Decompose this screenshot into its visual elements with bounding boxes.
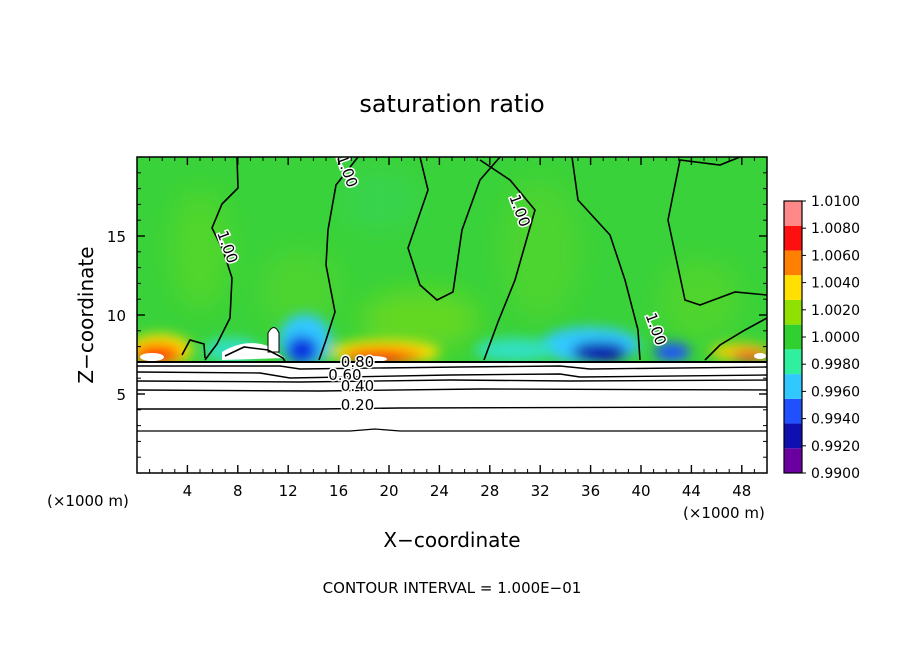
colorbar-swatch — [784, 374, 802, 399]
contours-100 — [181, 157, 767, 362]
colorbar-swatch — [784, 275, 802, 300]
colorbar-label: 1.0100 — [811, 194, 860, 210]
colorbar-label: 0.9920 — [811, 439, 860, 455]
x-axis-unit-left: (×1000 m) — [47, 492, 129, 510]
y-axis-label: Z−coordinate — [74, 246, 98, 383]
colorbar-swatch — [784, 225, 802, 251]
x-tick-label: 36 — [581, 482, 600, 500]
x-axis-unit-right: (×1000 m) — [683, 504, 765, 522]
colorbar-swatch — [784, 324, 802, 350]
colorbar: 0.9900 0.9920 0.9940 0.9960 0.9980 1.0000 1.00… — [783, 194, 860, 482]
colorbar-label: 0.9980 — [811, 357, 860, 373]
white-spots — [140, 327, 766, 362]
x-tick-label: 32 — [531, 482, 550, 500]
x-tick-label: 16 — [329, 482, 348, 500]
colorbar-swatch — [784, 448, 802, 473]
low-contours — [137, 361, 767, 432]
colorbar-label: 1.0080 — [811, 221, 860, 237]
y-tick-label: 10 — [107, 307, 126, 325]
footer-text: CONTOUR INTERVAL = 1.000E−01 — [323, 579, 582, 597]
colorbar-label: 1.0060 — [811, 248, 860, 264]
x-tick-label: 20 — [379, 482, 398, 500]
colorbar-swatch — [784, 423, 802, 449]
x-axis-label: X−coordinate — [383, 528, 520, 552]
x-tick-label: 24 — [430, 482, 449, 500]
colorbar-swatch — [784, 349, 802, 375]
contour-label: 0.20 — [341, 396, 374, 414]
colorbar-label: 0.9940 — [811, 412, 860, 428]
x-tick-label: 8 — [233, 482, 243, 500]
x-tick-label: 48 — [732, 482, 751, 500]
colorbar-swatch — [784, 398, 802, 424]
contour-label: 0.40 — [341, 377, 374, 395]
colorbar-label: 1.0040 — [811, 276, 860, 292]
colorbar-label: 1.0000 — [811, 330, 860, 346]
colorbar-label: 1.0020 — [811, 303, 860, 319]
plot-field: 1.001.001.001.000.800.600.400.20 — [137, 157, 767, 473]
chart-title: saturation ratio — [359, 90, 544, 118]
x-tick-label: 4 — [183, 482, 193, 500]
y-axis-ticks: 5 10 15 — [107, 172, 767, 458]
colorbar-label: 0.9960 — [811, 384, 860, 400]
x-tick-label: 44 — [682, 482, 701, 500]
x-tick-label: 40 — [631, 482, 650, 500]
colorbar-swatch — [784, 201, 802, 226]
colorbar-label: 0.9900 — [811, 466, 860, 482]
colorbar-swatch — [784, 250, 802, 276]
y-tick-label: 5 — [116, 386, 126, 404]
y-tick-label: 15 — [107, 228, 126, 246]
contour-label: 0.80 — [341, 353, 374, 371]
contour-label: 0.60 — [328, 366, 361, 384]
x-axis-ticks: 4 8 12 16 20 24 28 32 36 40 44 48 — [149, 157, 755, 500]
x-tick-label: 28 — [480, 482, 499, 500]
colorbar-swatch — [784, 299, 802, 325]
x-tick-label: 12 — [279, 482, 298, 500]
